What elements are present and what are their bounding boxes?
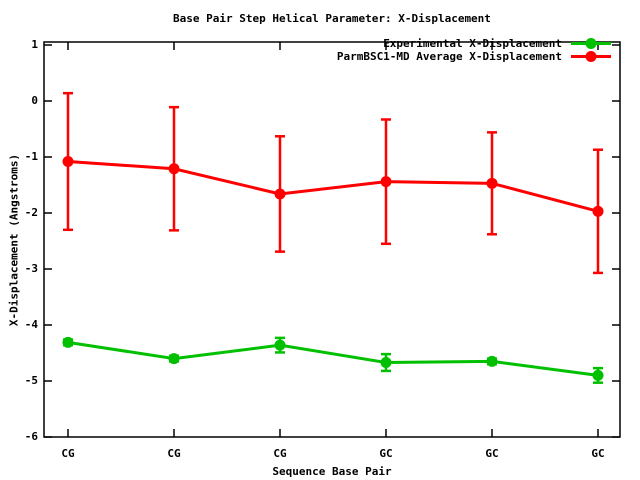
- data-point-parmbsc1: [168, 163, 180, 175]
- legend-sample-experimental-icon: [571, 38, 611, 49]
- x-axis-title: Sequence Base Pair: [272, 465, 392, 478]
- data-point-experimental: [62, 336, 74, 348]
- y-tick-label: -6: [24, 430, 38, 443]
- y-tick-label: 0: [31, 94, 38, 107]
- y-tick-label: -5: [24, 374, 38, 387]
- legend-label-parmbsc1: ParmBSC1-MD Average X-Displacement: [336, 50, 562, 63]
- legend-label-experimental: Experimental X-Displacement: [383, 37, 562, 50]
- chart-title: Base Pair Step Helical Parameter: X-Disp…: [173, 12, 491, 25]
- data-point-experimental: [592, 369, 604, 381]
- y-tick-label: -1: [24, 150, 38, 163]
- data-point-parmbsc1: [274, 188, 286, 200]
- x-tick-label: CG: [167, 447, 181, 460]
- legend-entry-experimental: Experimental X-Displacement: [337, 37, 613, 50]
- data-point-experimental: [168, 353, 180, 365]
- legend-entry-parmbsc1: ParmBSC1-MD Average X-Displacement: [337, 50, 613, 63]
- x-tick-label: CG: [61, 447, 75, 460]
- data-point-experimental: [274, 339, 286, 351]
- data-point-parmbsc1: [62, 155, 74, 167]
- x-tick-label: GC: [591, 447, 605, 460]
- data-point-parmbsc1: [592, 205, 604, 217]
- legend: Experimental X-Displacement ParmBSC1-MD …: [337, 37, 613, 63]
- series-line-parmbsc1: [67, 159, 599, 213]
- legend-sample-parmbsc1-icon: [571, 51, 611, 62]
- y-axis-title: X-Displacement (Angstroms): [7, 153, 21, 327]
- x-tick-label: GC: [379, 447, 393, 460]
- data-point-experimental: [486, 355, 498, 367]
- data-point-experimental: [380, 357, 392, 369]
- x-tick-label: CG: [273, 447, 287, 460]
- series-line-experimental: [67, 340, 599, 377]
- data-point-parmbsc1: [486, 177, 498, 189]
- plot-border: [43, 41, 621, 438]
- y-tick-label: -3: [24, 262, 38, 275]
- data-point-parmbsc1: [380, 176, 392, 188]
- y-tick-label: -2: [24, 206, 38, 219]
- y-tick-label: -4: [24, 318, 38, 331]
- x-tick-label: GC: [485, 447, 499, 460]
- y-tick-label: 1: [31, 38, 38, 51]
